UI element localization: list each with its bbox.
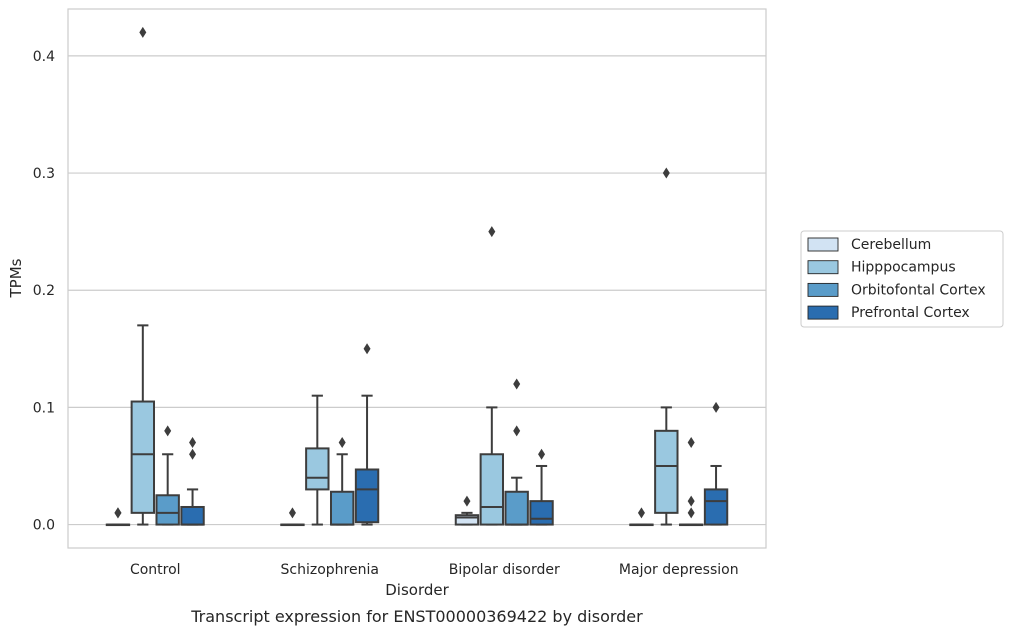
box-hipppocampus	[654, 167, 679, 526]
outlier-point	[637, 507, 645, 519]
box-cerebellum	[454, 495, 480, 526]
outlier-point	[164, 425, 172, 437]
chart-caption: Transcript expression for ENST0000036942…	[190, 607, 643, 626]
outlier-point	[189, 448, 197, 460]
outlier-point	[662, 167, 670, 179]
y-tick-label: 0.3	[33, 166, 55, 182]
box-body	[504, 490, 529, 526]
legend-swatch	[807, 282, 839, 297]
box-body	[529, 500, 554, 526]
legend-label: Cerebellum	[851, 237, 931, 253]
legend-label: Hipppocampus	[851, 260, 956, 276]
box-orbitofontal-cortex	[329, 437, 355, 526]
legend-swatch	[807, 260, 839, 275]
box-body	[354, 468, 380, 524]
x-tick-label: Control	[130, 562, 181, 578]
outlier-point	[538, 448, 546, 460]
box-orbitofontal-cortex	[504, 378, 529, 526]
box-body	[180, 505, 205, 526]
y-tick-label: 0.4	[33, 49, 55, 65]
outlier-point	[488, 226, 496, 238]
box-hipppocampus	[130, 26, 156, 526]
outlier-point	[288, 507, 296, 519]
outlier-point	[687, 507, 695, 519]
outlier-point	[687, 495, 695, 507]
box-prefrontal-cortex	[180, 437, 205, 526]
y-tick-label: 0.1	[33, 400, 55, 416]
outlier-point	[139, 26, 147, 38]
box-body	[329, 490, 355, 526]
legend-frame	[800, 230, 1004, 328]
box-body	[305, 447, 330, 491]
outlier-point	[189, 437, 197, 449]
outlier-point	[687, 437, 695, 449]
legend-label: Prefrontal Cortex	[851, 305, 970, 321]
x-axis-title: Disorder	[385, 581, 449, 599]
box-hipppocampus	[305, 394, 330, 526]
legend-swatch	[807, 305, 839, 320]
x-tick-label: Bipolar disorder	[449, 562, 560, 578]
box-cerebellum	[105, 507, 131, 527]
x-axis-ticks: Control Schizophrenia Bipolar disorder Majo…	[130, 562, 739, 578]
box-prefrontal-cortex	[529, 448, 554, 526]
box-prefrontal-cortex	[354, 343, 380, 526]
y-axis-title: TPMs	[7, 258, 25, 298]
y-tick-label: 0.2	[33, 283, 55, 299]
outlier-point	[363, 343, 371, 355]
y-axis-ticks: 0.0 0.1 0.2 0.3 0.4	[33, 49, 55, 534]
x-tick-label: Major depression	[619, 562, 739, 578]
x-tick-label: Schizophrenia	[281, 562, 379, 578]
box-body	[130, 400, 156, 514]
box-series-layer	[105, 26, 729, 527]
outlier-point	[513, 378, 521, 390]
legend: Cerebellum Hipppocampus Orbitofontal Corte…	[800, 230, 1004, 328]
outlier-point	[338, 437, 346, 449]
box-orbitofontal-cortex	[155, 425, 180, 526]
box-cerebellum	[280, 507, 305, 527]
outlier-point	[513, 425, 521, 437]
outlier-point	[463, 495, 471, 507]
box-body	[654, 429, 679, 514]
box-body	[454, 514, 480, 526]
plot-area-frame	[67, 8, 767, 549]
legend-swatch	[807, 237, 839, 252]
box-cerebellum	[629, 507, 654, 527]
outlier-point	[114, 507, 122, 519]
box-body	[479, 453, 505, 526]
box-body	[703, 488, 729, 526]
legend-label: Orbitofontal Cortex	[851, 282, 986, 298]
box-body	[155, 494, 180, 526]
y-tick-label: 0.0	[33, 518, 55, 534]
outlier-point	[712, 401, 720, 413]
box-prefrontal-cortex	[703, 401, 729, 526]
box-hipppocampus	[479, 226, 505, 526]
box-orbitofontal-cortex	[678, 437, 704, 527]
